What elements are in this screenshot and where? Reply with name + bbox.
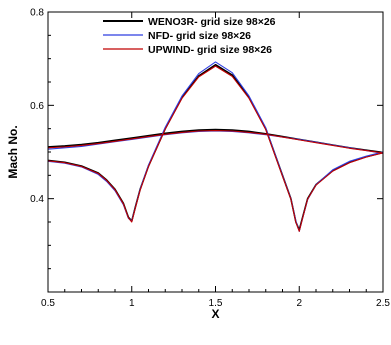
x-axis-title: X	[211, 307, 219, 321]
y-tick-label: 0.4	[30, 194, 44, 205]
x-tick-label: 0.5	[41, 298, 55, 309]
x-tick-label: 2.5	[376, 298, 390, 309]
series-line-2-upper	[47, 129, 384, 154]
series-line-0-lower	[47, 63, 384, 231]
legend-label: NFD- grid size 98×26	[148, 30, 251, 42]
axis-ticks: 0.5 1 1.5 2 2.5 0.4 0.6 0.8	[30, 8, 390, 310]
series-line-2-lower	[47, 65, 384, 232]
x-tick-label: 2	[296, 298, 302, 309]
x-tick-label: 1	[129, 298, 135, 309]
plot-lines	[47, 61, 384, 232]
y-tick-label: 0.6	[30, 101, 44, 112]
series-line-0-upper	[47, 128, 384, 154]
legend-label: UPWIND- grid size 98×26	[148, 44, 272, 56]
x-tick-label: 1.5	[209, 298, 223, 309]
y-tick-label: 0.8	[30, 8, 44, 19]
legend: WENO3R- grid size 98×26 NFD- grid size 98…	[103, 16, 276, 56]
series-line-1-lower	[47, 61, 384, 232]
y-axis-title: Mach No.	[6, 125, 20, 178]
legend-label: WENO3R- grid size 98×26	[148, 16, 276, 28]
